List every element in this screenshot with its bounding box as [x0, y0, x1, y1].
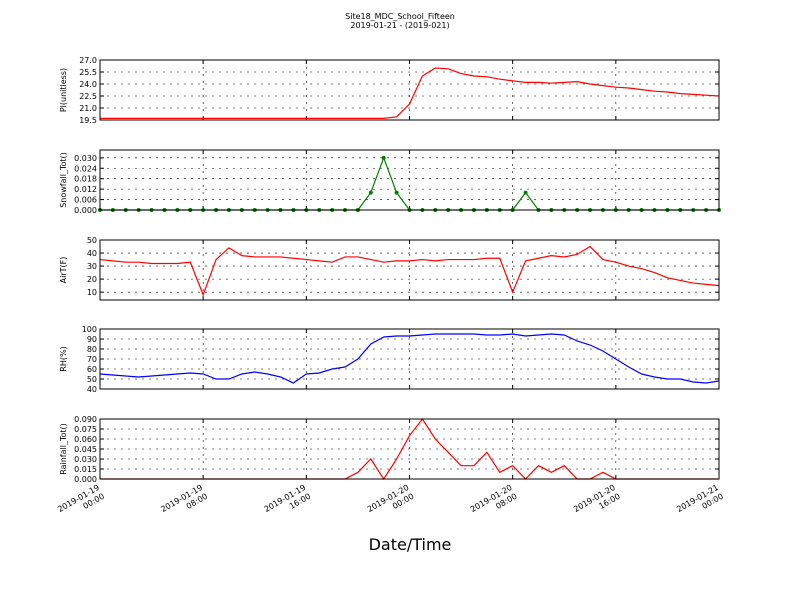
data-line: [99, 333, 720, 384]
x-axis-label: Date/Time: [369, 535, 452, 554]
y-tick-label: 25.5: [79, 68, 97, 77]
plot-frame: [99, 418, 720, 480]
data-point: [368, 190, 373, 195]
y-tick-label: 0.024: [74, 164, 97, 173]
y-tick-label: 27.0: [79, 56, 97, 65]
y-tick-label: 22.5: [79, 92, 97, 101]
plot-frame: [99, 59, 720, 121]
data-point: [381, 155, 386, 160]
x-tick-label: 2019-01-19 08:00: [159, 483, 209, 523]
x-tick-label: 2019-01-21 00:00: [675, 483, 725, 523]
y-tick-label: 0.090: [74, 415, 97, 424]
y-tick-label: 0.012: [74, 185, 97, 194]
data-point: [523, 190, 528, 195]
plot-frame: [99, 328, 720, 390]
y-tick-label: 0.060: [74, 435, 97, 444]
y-axis-label: Snowfall_Tot(): [59, 152, 68, 208]
y-tick-label: 70: [87, 355, 97, 364]
x-tick-label: 2019-01-19 16:00: [263, 483, 313, 523]
y-tick-label: 10: [87, 288, 97, 297]
y-tick-label: 0.045: [74, 445, 97, 454]
y-tick-label: 50: [87, 236, 97, 245]
y-axis-label: RH(%): [59, 346, 68, 371]
y-axis-label: Rainfall_Tot(): [59, 423, 68, 475]
y-tick-label: 0.030: [74, 455, 97, 464]
data-point: [394, 190, 399, 195]
y-tick-label: 100: [82, 325, 97, 334]
y-tick-label: 0.000: [74, 206, 97, 215]
y-tick-label: 0.006: [74, 196, 97, 205]
y-tick-label: 0.015: [74, 465, 97, 474]
y-tick-label: 60: [87, 365, 97, 374]
y-tick-label: 50: [87, 375, 97, 384]
x-tick-label: 2019-01-20 08:00: [469, 483, 519, 523]
chart-title: Site18_MDC_School_Fifteen: [345, 12, 455, 21]
x-tick-label: 2019-01-20 16:00: [572, 483, 622, 523]
x-tick-label: 2019-01-20 00:00: [366, 483, 416, 523]
y-tick-label: 30: [87, 262, 97, 271]
chart-subtitle: 2019-01-21 - (2019-021): [350, 21, 449, 30]
y-tick-label: 40: [87, 385, 97, 394]
y-tick-label: 20: [87, 275, 97, 284]
data-line: [100, 67, 720, 119]
y-tick-label: 0.000: [74, 475, 97, 484]
data-line: [99, 245, 720, 297]
y-tick-label: 0.018: [74, 175, 97, 184]
y-tick-label: 0.075: [74, 425, 97, 434]
plot-frame: [99, 149, 720, 211]
x-tick-label: 2019-01-19 00:00: [56, 483, 106, 523]
y-tick-label: 24.0: [79, 80, 97, 89]
y-axis-label: Pl(unitless): [59, 68, 68, 112]
plot-frame: [99, 239, 720, 301]
y-tick-label: 0.030: [74, 154, 97, 163]
y-tick-label: 19.5: [79, 116, 97, 125]
y-tick-label: 40: [87, 249, 97, 258]
y-tick-label: 21.0: [79, 104, 97, 113]
y-tick-label: 90: [87, 335, 97, 344]
y-tick-label: 80: [87, 345, 97, 354]
y-axis-label: AirT(F): [59, 257, 68, 284]
